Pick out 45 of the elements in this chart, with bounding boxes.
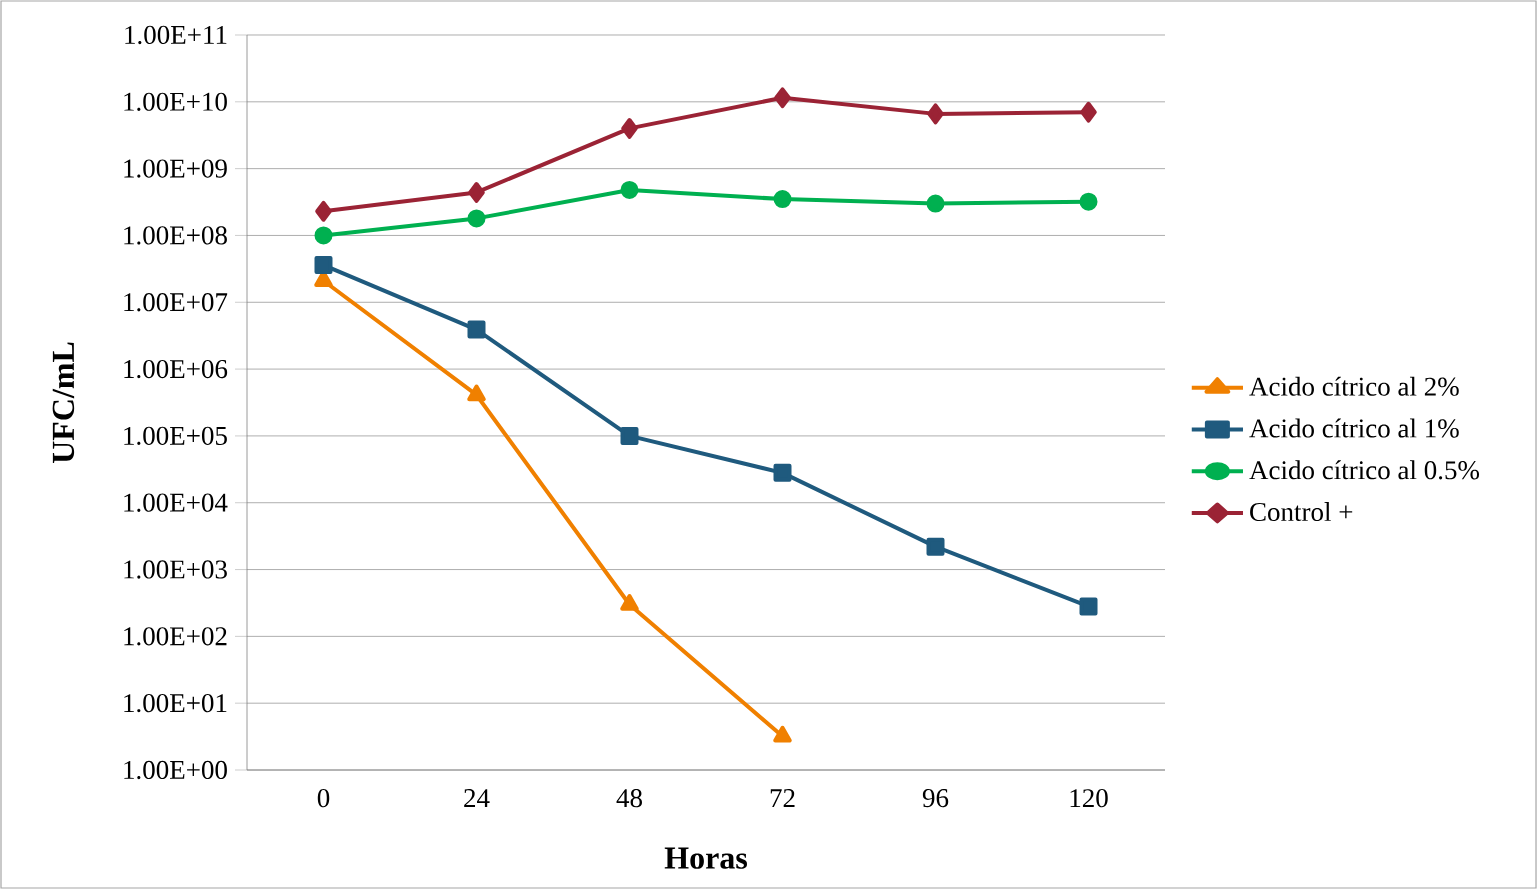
y-tick-label: 1.00E+06 [124, 359, 228, 379]
point [620, 426, 639, 445]
point [467, 209, 486, 228]
x-tick-label: 96 [922, 789, 949, 808]
point [774, 87, 791, 109]
point [1079, 192, 1098, 211]
x-tick-label: 120 [1070, 789, 1108, 808]
y-tick-label: 1.00E+00 [124, 760, 227, 780]
point [620, 594, 639, 611]
x-tick-label: 72 [770, 789, 795, 807]
point [927, 103, 944, 125]
y-tick-label: 1.00E+01 [124, 694, 227, 713]
y-tick-label: 1.00E+07 [124, 293, 228, 312]
y-tick-label: 1.00E+09 [124, 159, 227, 178]
point [315, 200, 332, 222]
legend-label: Acido cítrico al 2% [1249, 376, 1459, 396]
x-tick-label: 24 [464, 789, 490, 807]
point [1080, 101, 1097, 123]
point [926, 194, 945, 213]
point [314, 226, 333, 245]
y-tick-label: 1.00E+05 [124, 426, 227, 446]
y-axis-title: UFC/mL [52, 342, 75, 464]
x-axis-title: Horas [664, 847, 747, 869]
point [773, 463, 792, 482]
point [773, 725, 792, 743]
y-tick-label: 1.00E+02 [124, 627, 227, 646]
x-tick-label: 48 [616, 789, 642, 808]
x-tick-label: 0 [317, 789, 330, 808]
point [1079, 597, 1098, 616]
point [773, 190, 792, 209]
point [926, 537, 945, 556]
legend-label: Acido cítrico al 0.5% [1249, 460, 1480, 480]
y-tick-label: 1.00E+08 [124, 226, 227, 245]
point [467, 384, 486, 402]
legend-label: Control + [1250, 502, 1353, 522]
legend-label: Acido cítrico al 1% [1249, 418, 1459, 438]
y-tick-label: 1.00E+03 [124, 560, 227, 579]
point [468, 182, 485, 203]
y-tick-label: 1.00E+04 [124, 493, 228, 512]
point [621, 118, 638, 139]
point [467, 320, 486, 339]
point [620, 180, 639, 199]
y-tick-label: 1.00E+11 [125, 25, 227, 45]
point [314, 256, 333, 275]
y-tick-label: 1.00E+10 [124, 92, 227, 111]
